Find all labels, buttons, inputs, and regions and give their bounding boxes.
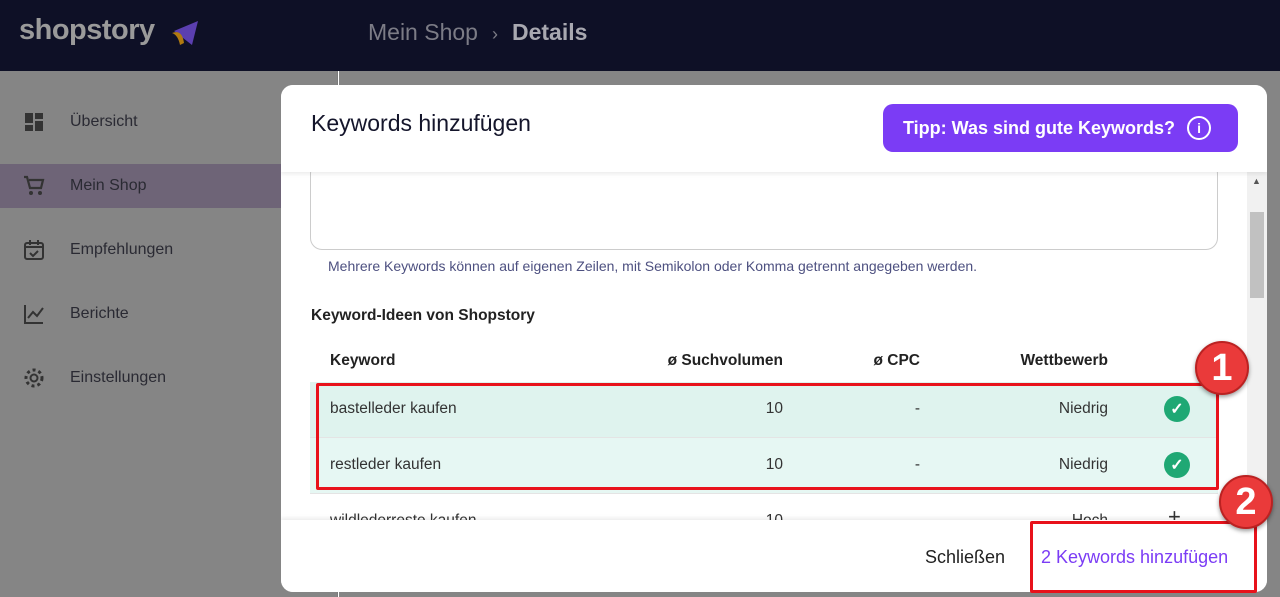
add-keywords-dialog: Keywords hinzufügen Tipp: Was sind gute … (281, 85, 1267, 592)
sidebar-item-label: Empfehlungen (70, 241, 174, 258)
keyword-cell: bastelleder kaufen (330, 400, 457, 417)
competition-cell: Niedrig (1058, 456, 1108, 473)
sidebar-item-uebersicht[interactable]: Übersicht (0, 100, 338, 144)
keyword-cell: wildlederreste kaufen (330, 512, 476, 520)
section-title: Keyword-Ideen von Shopstory (311, 307, 535, 324)
dashboard-icon (25, 113, 43, 131)
column-header-competition: Wettbewerb (1020, 352, 1108, 369)
breadcrumb: Mein Shop › Details (368, 19, 587, 46)
cpc-cell: - (915, 512, 920, 520)
cpc-cell: - (914, 400, 920, 417)
dialog-header: Keywords hinzufügen Tipp: Was sind gute … (281, 85, 1267, 172)
calendar-check-icon (24, 240, 44, 260)
gear-icon (24, 368, 44, 388)
volume-cell: 10 (765, 400, 783, 417)
table-row[interactable]: wildlederreste kaufen 10 - Hoch + (310, 494, 1218, 520)
annotation-badge-1: 1 (1195, 341, 1249, 395)
info-icon: i (1187, 116, 1212, 140)
column-header-volume: ø Suchvolumen (667, 352, 783, 369)
scrollbar-thumb[interactable] (1250, 212, 1264, 298)
scroll-up-arrow-icon[interactable]: ▲ (1252, 176, 1261, 186)
breadcrumb-details: Details (511, 19, 588, 45)
keyword-cell: restleder kaufen (330, 456, 442, 473)
column-header-keyword: Keyword (330, 352, 396, 369)
logo[interactable]: shopstory (19, 14, 155, 46)
sidebar-item-label: Mein Shop (70, 177, 147, 194)
competition-cell: Niedrig (1058, 400, 1108, 417)
dialog-scrollbar[interactable]: ▲ (1247, 172, 1267, 520)
dialog-body: Mehrere Keywords können auf eigenen Zeil… (281, 172, 1247, 520)
tip-label: Tipp: Was sind gute Keywords? (903, 117, 1176, 138)
annotation-badge-2: 2 (1219, 475, 1273, 529)
check-circle-icon[interactable]: ✓ (1164, 396, 1190, 422)
breadcrumb-separator: › (491, 24, 498, 44)
column-header-cpc: ø CPC (873, 352, 921, 369)
table-row[interactable]: bastelleder kaufen 10 - Niedrig ✓ (310, 382, 1218, 438)
plus-icon[interactable]: + (1168, 504, 1181, 520)
textarea-hint: Mehrere Keywords können auf eigenen Zeil… (328, 258, 978, 274)
keywords-textarea[interactable] (310, 172, 1218, 250)
tip-button[interactable]: Tipp: Was sind gute Keywords? i (883, 104, 1238, 152)
volume-cell: 10 (766, 512, 783, 520)
sidebar-item-label: Übersicht (70, 113, 138, 130)
breadcrumb-mein-shop[interactable]: Mein Shop (368, 19, 478, 45)
dialog-title: Keywords hinzufügen (311, 110, 531, 136)
sidebar-item-berichte[interactable]: Berichte (0, 292, 338, 336)
check-circle-icon[interactable]: ✓ (1164, 452, 1190, 478)
chart-line-icon (24, 305, 44, 324)
competition-cell: Hoch (1072, 512, 1108, 520)
sidebar-item-label: Einstellungen (70, 369, 167, 386)
dialog-footer: Schließen 2 Keywords hinzufügen (281, 520, 1267, 592)
top-bar: shopstory Mein Shop › Details (0, 0, 1280, 71)
sidebar-item-label: Berichte (70, 305, 129, 322)
close-button[interactable]: Schließen (925, 547, 1006, 567)
volume-cell: 10 (765, 456, 783, 473)
sidebar-item-empfehlungen[interactable]: Empfehlungen (0, 228, 338, 272)
sidebar-item-einstellungen[interactable]: Einstellungen (0, 356, 338, 400)
cpc-cell: - (914, 456, 920, 473)
table-row[interactable]: restleder kaufen 10 - Niedrig ✓ (310, 438, 1218, 494)
add-keywords-button[interactable]: 2 Keywords hinzufügen (1041, 547, 1229, 567)
cart-icon (24, 175, 45, 195)
logo-mark-icon (172, 21, 198, 45)
